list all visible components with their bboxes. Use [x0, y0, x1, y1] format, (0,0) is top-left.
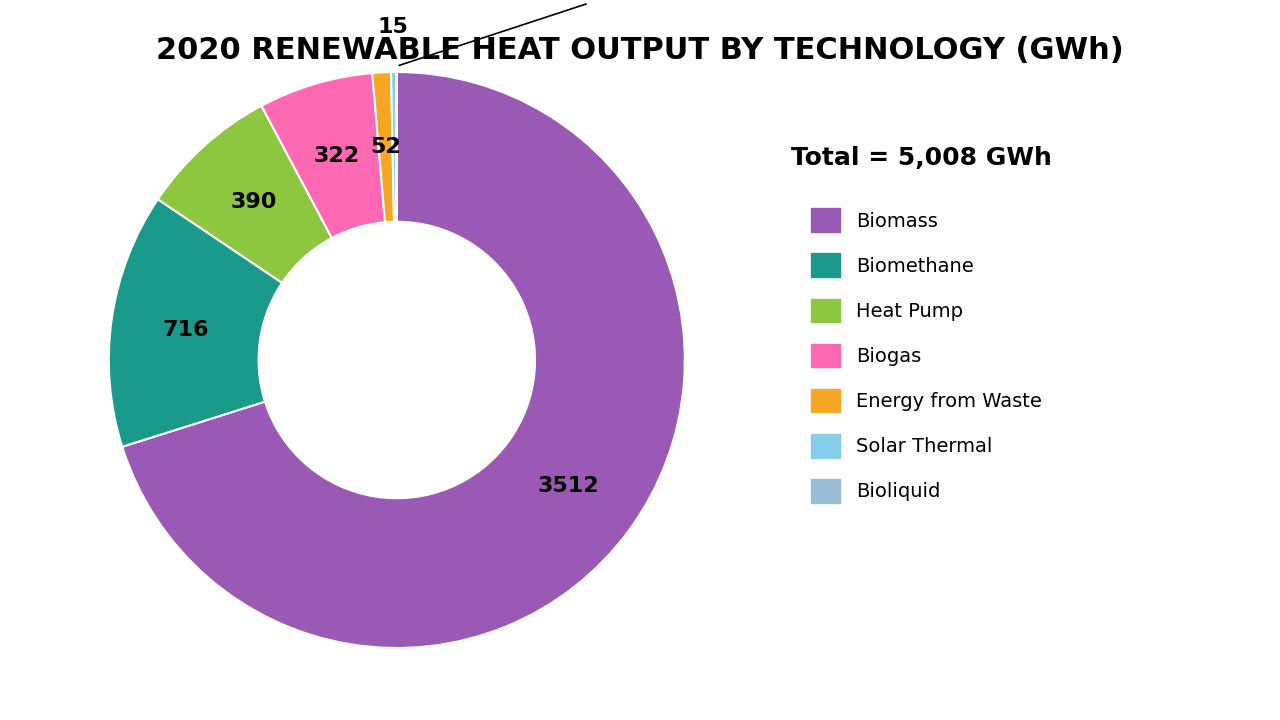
Wedge shape: [109, 199, 282, 447]
Text: 52: 52: [370, 138, 401, 157]
Text: 716: 716: [163, 320, 209, 340]
Wedge shape: [122, 72, 685, 648]
Text: 390: 390: [230, 192, 278, 212]
Text: 2020 RENEWABLE HEAT OUTPUT BY TECHNOLOGY (GWh): 2020 RENEWABLE HEAT OUTPUT BY TECHNOLOGY…: [156, 36, 1124, 65]
Text: 15: 15: [378, 17, 408, 37]
Text: 3512: 3512: [538, 476, 599, 496]
Text: Total = 5,008 GWh: Total = 5,008 GWh: [791, 146, 1052, 171]
Wedge shape: [390, 72, 397, 222]
Text: 322: 322: [314, 145, 360, 166]
Wedge shape: [372, 72, 394, 222]
Text: <1 (Bioliquid): <1 (Bioliquid): [399, 0, 694, 66]
Legend: Biomass, Biomethane, Heat Pump, Biogas, Energy from Waste, Solar Thermal, Bioliq: Biomass, Biomethane, Heat Pump, Biogas, …: [804, 201, 1050, 510]
Wedge shape: [157, 106, 332, 283]
Wedge shape: [261, 73, 385, 238]
